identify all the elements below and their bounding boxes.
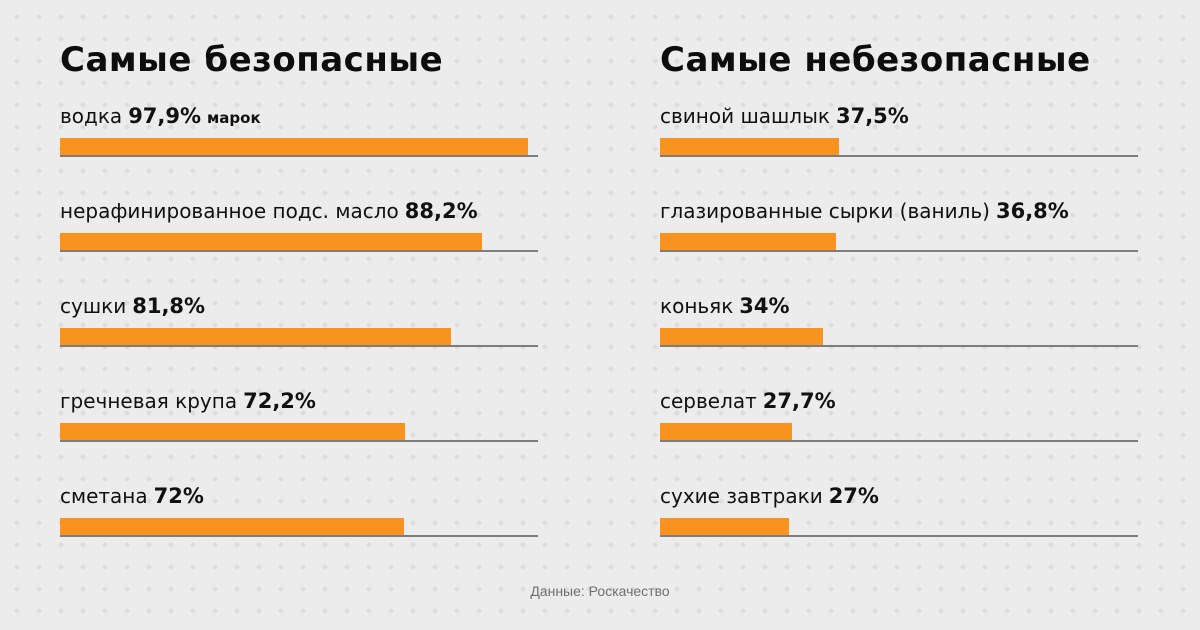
value-label: 27,7% [762, 389, 836, 413]
value-label: 27% [828, 484, 879, 508]
bar [60, 138, 528, 155]
bar-track [660, 155, 1138, 157]
bar-track [60, 155, 538, 157]
bar-row: свиной шашлык 37,5% [660, 100, 1140, 160]
category-label: гречневая крупа [60, 389, 238, 413]
bar-track [660, 250, 1138, 252]
category-label: свиной шашлык [660, 104, 830, 128]
category-label: сметана [60, 484, 148, 508]
category-label: нерафинированное подс. масло [60, 199, 399, 223]
bar-track [60, 535, 538, 537]
bar-label: коньяк 34% [660, 290, 790, 322]
bar-label: водка 97,9% марок [60, 100, 261, 132]
bar-label: гречневая крупа 72,2% [60, 385, 316, 417]
bar-row: сервелат 27,7% [660, 385, 1140, 445]
bar [60, 233, 482, 250]
chart-title-safest: Самые безопасные [60, 40, 444, 80]
bar [60, 518, 404, 535]
bar [660, 518, 789, 535]
bar-row: коньяк 34% [660, 290, 1140, 350]
bar-row: глазированные сырки (ваниль) 36,8% [660, 195, 1140, 255]
bar-track [60, 250, 538, 252]
bar [660, 423, 792, 440]
bar-row: водка 97,9% марок [60, 100, 540, 160]
category-label: водка [60, 104, 123, 128]
bar-label: свиной шашлык 37,5% [660, 100, 909, 132]
bar-track [660, 535, 1138, 537]
bar [660, 328, 823, 345]
value-label: 72% [153, 484, 204, 508]
bar-label: сушки 81,8% [60, 290, 205, 322]
bar [660, 138, 839, 155]
bar [660, 233, 836, 250]
bar-row: сушки 81,8% [60, 290, 540, 350]
bar-row: сметана 72% [60, 480, 540, 540]
value-label: 97,9% [128, 104, 202, 128]
bar-label: сметана 72% [60, 480, 204, 512]
bar-track [60, 345, 538, 347]
bar-label: сухие завтраки 27% [660, 480, 879, 512]
bar-track [660, 345, 1138, 347]
bar-row: гречневая крупа 72,2% [60, 385, 540, 445]
value-label: 88,2% [404, 199, 478, 223]
value-label: 72,2% [243, 389, 316, 413]
category-label: коньяк [660, 294, 734, 318]
value-label: 81,8% [132, 294, 206, 318]
bar-track [60, 440, 538, 442]
value-label: 37,5% [835, 104, 909, 128]
category-label: сервелат [660, 389, 757, 413]
category-label: глазированные сырки (ваниль) [660, 199, 990, 223]
value-suffix: марок [207, 109, 261, 127]
bar-label: глазированные сырки (ваниль) 36,8% [660, 195, 1069, 227]
value-label: 36,8% [995, 199, 1069, 223]
category-label: сухие завтраки [660, 484, 823, 508]
bar-label: нерафинированное подс. масло 88,2% [60, 195, 478, 227]
bar [60, 328, 451, 345]
bar-label: сервелат 27,7% [660, 385, 836, 417]
value-label: 34% [739, 294, 790, 318]
category-label: сушки [60, 294, 127, 318]
chart-title-unsafest: Самые небезопасные [660, 40, 1091, 80]
data-source: Данные: Роскачество [530, 583, 670, 599]
bar-row: сухие завтраки 27% [660, 480, 1140, 540]
bar-track [660, 440, 1138, 442]
bar [60, 423, 405, 440]
bar-row: нерафинированное подс. масло 88,2% [60, 195, 540, 255]
